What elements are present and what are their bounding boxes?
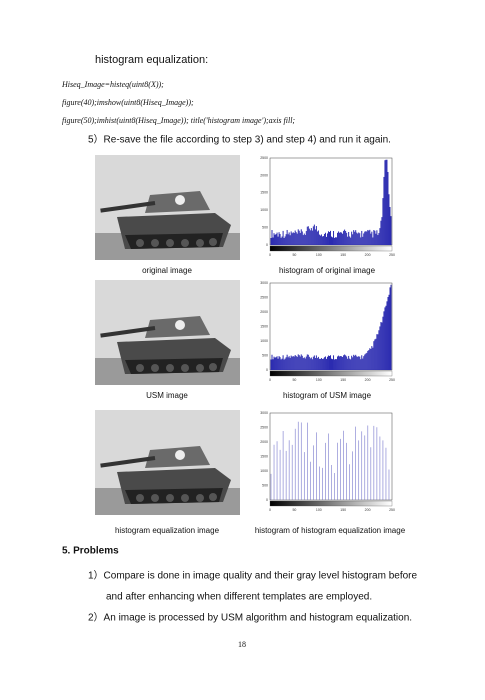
gray-bar bbox=[269, 245, 393, 252]
x-tick-label: 50 bbox=[292, 253, 296, 257]
image-caption: histogram equalization image bbox=[115, 526, 220, 535]
y-tick-label: 2500 bbox=[260, 425, 268, 429]
tank-image bbox=[95, 410, 240, 515]
y-tick-label: 500 bbox=[262, 226, 268, 230]
x-tick-label: 100 bbox=[316, 253, 322, 257]
x-tick-label: 250 bbox=[389, 378, 395, 382]
x-tick-label: 250 bbox=[389, 508, 395, 512]
x-tick-label: 50 bbox=[292, 378, 296, 382]
step-text: 5）Re-save the file according to step 3) … bbox=[88, 134, 391, 146]
y-tick-label: 0 bbox=[266, 368, 268, 372]
x-tick-label: 50 bbox=[292, 508, 296, 512]
x-tick-label: 0 bbox=[269, 378, 271, 382]
tank-image bbox=[95, 155, 240, 260]
image-caption: USM image bbox=[146, 391, 188, 400]
list-item: 1）Compare is done in image quality and t… bbox=[88, 570, 418, 582]
x-tick-label: 100 bbox=[316, 508, 322, 512]
image-caption: original image bbox=[142, 266, 192, 275]
figures: original image histogram of original imag… bbox=[95, 155, 406, 535]
y-tick-label: 2500 bbox=[260, 156, 268, 160]
histogram-caption: histogram of original image bbox=[279, 266, 376, 275]
y-tick-label: 0 bbox=[266, 243, 268, 247]
section-title: 5. Problems bbox=[62, 546, 119, 557]
histogram-frame bbox=[269, 157, 393, 246]
tank-picture bbox=[95, 155, 240, 260]
histogram-caption: histogram of USM image bbox=[283, 391, 372, 400]
tank-picture bbox=[95, 410, 240, 515]
x-tick-label: 150 bbox=[340, 253, 346, 257]
y-tick-label: 2500 bbox=[260, 295, 268, 299]
gray-bar bbox=[269, 500, 393, 507]
x-tick-label: 0 bbox=[269, 253, 271, 257]
y-tick-label: 1000 bbox=[260, 339, 268, 343]
y-tick-label: 1000 bbox=[260, 469, 268, 473]
list-item: and after enhancing when different templ… bbox=[106, 592, 372, 603]
x-tick-label: 150 bbox=[340, 378, 346, 382]
heading: histogram equalization: bbox=[95, 54, 208, 66]
x-tick-label: 250 bbox=[389, 253, 395, 257]
list-item: 2）An image is processed by USM algorithm… bbox=[88, 612, 412, 624]
page-number: 18 bbox=[238, 640, 246, 649]
y-tick-label: 1500 bbox=[260, 191, 268, 195]
y-tick-label: 0 bbox=[266, 498, 268, 502]
y-tick-label: 3000 bbox=[260, 411, 268, 415]
code-line: Hiseq_Image=histeq(uint8(X)); bbox=[61, 80, 164, 89]
y-tick-label: 2000 bbox=[260, 440, 268, 444]
y-tick-label: 2000 bbox=[260, 173, 268, 177]
x-tick-label: 0 bbox=[269, 508, 271, 512]
histogram-caption: histogram of histogram equalization imag… bbox=[255, 526, 406, 535]
gray-bar bbox=[269, 370, 393, 377]
y-tick-label: 500 bbox=[262, 483, 268, 487]
y-tick-label: 1000 bbox=[260, 208, 268, 212]
y-tick-label: 3000 bbox=[260, 281, 268, 285]
tank-picture bbox=[95, 280, 240, 385]
y-tick-label: 500 bbox=[262, 353, 268, 357]
x-tick-label: 200 bbox=[365, 253, 371, 257]
y-tick-label: 1500 bbox=[260, 454, 268, 458]
x-tick-label: 150 bbox=[340, 508, 346, 512]
x-tick-label: 200 bbox=[365, 508, 371, 512]
code-line: figure(50);imhist(uint8(Hiseq_Image)); t… bbox=[62, 116, 295, 125]
y-tick-label: 1500 bbox=[260, 324, 268, 328]
tank-image bbox=[95, 280, 240, 385]
histogram-frame bbox=[269, 412, 393, 501]
code-line: figure(40);imshow(uint8(Hiseq_Image)); bbox=[62, 98, 194, 107]
x-tick-label: 200 bbox=[365, 378, 371, 382]
y-tick-label: 2000 bbox=[260, 310, 268, 314]
x-tick-label: 100 bbox=[316, 378, 322, 382]
